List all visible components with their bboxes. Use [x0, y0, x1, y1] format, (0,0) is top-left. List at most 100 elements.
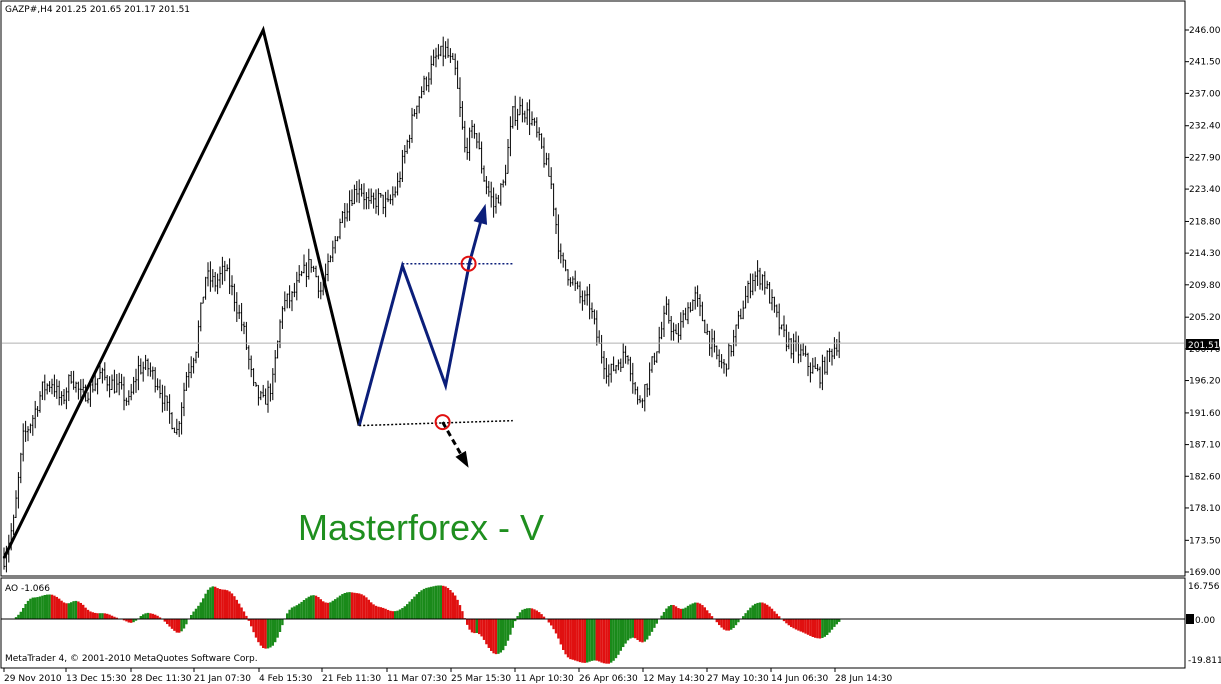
price-tick-label: 223.40: [1189, 185, 1221, 195]
ao-bar: [408, 601, 411, 620]
ao-bar: [278, 619, 282, 632]
ao-bar: [242, 611, 246, 620]
ao-bar: [742, 616, 745, 620]
ao-bar: [689, 604, 692, 620]
time-tick-label: 28 Jun 14:30: [835, 674, 892, 684]
time-tick-label: 13 Dec 15:30: [66, 674, 127, 684]
ao-bar: [55, 596, 58, 620]
ao-bar: [108, 614, 111, 620]
ao-bar: [72, 601, 75, 620]
ao-bar: [674, 606, 678, 620]
ao-bar: [286, 613, 289, 620]
ao-bar: [595, 619, 598, 661]
ao-bar: [650, 619, 654, 632]
ao-bar: [722, 619, 726, 630]
ao-bar: [634, 619, 637, 639]
ao-bar: [763, 603, 766, 620]
ao-bar: [353, 592, 356, 620]
ao-bar: [744, 613, 747, 620]
ao-bar: [828, 619, 831, 633]
ao-bar: [36, 597, 39, 620]
ao-bar: [230, 593, 234, 620]
ao-bar: [382, 607, 385, 620]
ao-bar: [790, 619, 793, 627]
ao-bar: [91, 612, 94, 620]
ao-bar: [456, 599, 459, 620]
ao-bar: [768, 606, 771, 620]
ao-bar: [214, 586, 217, 620]
ao-bar: [725, 619, 728, 631]
current-price-label: 201.51: [1188, 341, 1220, 351]
time-tick-label: 21 Jan 07:30: [194, 674, 251, 684]
ao-bar: [163, 619, 166, 622]
ao-bar: [638, 619, 642, 642]
ao-bar: [542, 616, 546, 620]
ao-bar: [775, 613, 778, 620]
ao-bar: [773, 611, 776, 620]
ao-bar: [487, 619, 490, 648]
price-tick-label: 241.50: [1189, 58, 1221, 68]
ao-bar: [259, 619, 262, 646]
ao-bar: [514, 619, 517, 622]
ao-bar: [142, 614, 145, 620]
zigzag-line: [2, 25, 361, 559]
ao-bar: [641, 619, 644, 643]
ao-bar: [482, 619, 486, 640]
time-tick-label: 29 Nov 2010: [4, 674, 62, 684]
ao-bar: [770, 608, 774, 620]
ao-bar: [571, 619, 574, 660]
ao-bar: [221, 589, 224, 620]
ao-bar: [96, 613, 99, 620]
ao-bar: [307, 596, 310, 620]
ao-bar: [593, 619, 596, 661]
ao-bar: [46, 594, 49, 620]
ao-bar: [446, 587, 450, 620]
ao-bar: [365, 597, 368, 620]
ao-bar: [749, 607, 752, 620]
ao-bar: [590, 619, 594, 661]
ao-bar: [494, 619, 498, 655]
ao-bar: [811, 619, 814, 637]
ao-bar: [588, 619, 591, 662]
ao-bar: [19, 611, 22, 620]
ao-bar: [610, 619, 613, 663]
ao-bar: [782, 619, 786, 622]
ao-bar: [566, 619, 570, 658]
ao-bar: [182, 619, 186, 629]
ao-bar: [274, 619, 277, 643]
ao-bar: [204, 593, 207, 620]
ao-bar: [809, 619, 812, 636]
ao-bar: [427, 587, 430, 620]
ao-bar: [350, 592, 354, 620]
ao-bar: [67, 603, 70, 620]
ao-bar: [77, 601, 80, 620]
ao-bar: [706, 610, 709, 620]
ao-bar: [240, 607, 243, 620]
ao-bar: [127, 619, 130, 623]
ao-bar: [605, 619, 608, 664]
time-tick-label: 28 Dec 11:30: [131, 674, 192, 684]
ao-bar: [612, 619, 615, 661]
ao-bar: [802, 619, 805, 633]
ao-bar: [670, 604, 673, 620]
ao-bar: [710, 616, 714, 620]
ao-bar: [271, 619, 274, 646]
zigzag-trend-line: [2, 25, 361, 559]
ao-bar: [322, 601, 325, 620]
time-tick-label: 21 Feb 11:30: [322, 674, 381, 684]
ao-bar: [684, 607, 687, 620]
ao-bar: [211, 586, 214, 620]
ao-zero-badge: [1186, 614, 1194, 624]
ao-bar: [518, 612, 522, 620]
ao-bar: [528, 608, 531, 620]
ao-bar: [168, 619, 171, 627]
ao-bar: [437, 585, 440, 620]
ao-bar: [300, 601, 303, 620]
ao-bar: [338, 595, 342, 620]
ao-bar: [818, 619, 822, 639]
ao-bar: [816, 619, 819, 639]
ao-bar: [430, 586, 433, 620]
price-tick-label: 209.80: [1189, 281, 1221, 291]
ao-bar: [444, 586, 447, 620]
ao-bar: [343, 593, 346, 620]
